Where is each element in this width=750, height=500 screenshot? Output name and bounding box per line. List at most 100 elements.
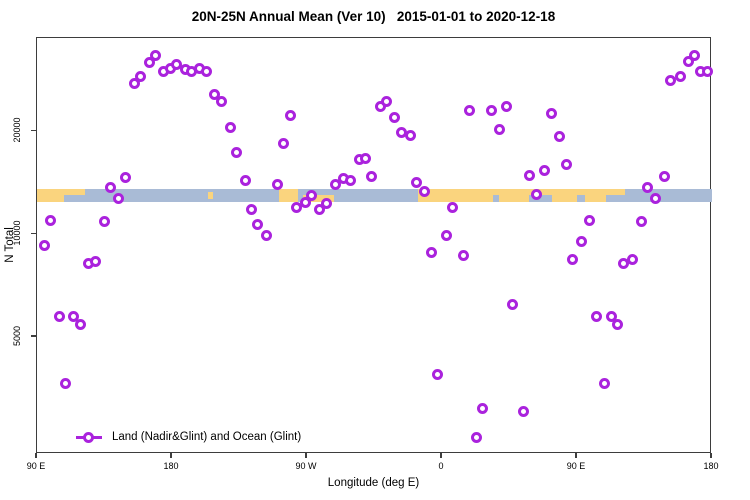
- data-point: [627, 254, 638, 266]
- scatter-points-layer: [37, 38, 713, 452]
- data-point: [75, 319, 86, 331]
- data-point: [642, 181, 653, 193]
- data-point: [583, 214, 595, 226]
- data-point: [291, 201, 302, 213]
- open-circle-icon: [83, 431, 94, 443]
- data-point: [471, 431, 482, 443]
- map-strip-segment-ocean: [577, 195, 585, 202]
- data-point: [567, 254, 578, 266]
- data-point: [702, 65, 713, 77]
- data-point: [501, 101, 512, 113]
- data-point: [99, 216, 110, 227]
- legend-label: Land (Nadir&Glint) and Ocean (Glint): [112, 431, 302, 443]
- data-point: [418, 186, 430, 198]
- data-point: [90, 255, 101, 267]
- map-strip-segment-ocean: [529, 195, 552, 202]
- data-point: [54, 311, 65, 323]
- map-strip-segment-land: [278, 188, 298, 202]
- map-strip-segment-land: [37, 188, 64, 202]
- data-point: [675, 71, 686, 83]
- data-point: [112, 193, 124, 205]
- data-point: [411, 176, 422, 188]
- x-tick-label: 180: [703, 461, 719, 471]
- data-point: [591, 311, 602, 323]
- data-point: [688, 49, 700, 61]
- data-point: [463, 104, 475, 116]
- data-point: [120, 171, 131, 183]
- map-strip-segment-land: [64, 188, 85, 196]
- plot-area: Land (Nadir&Glint) and Ocean (Glint): [36, 37, 713, 453]
- data-point: [682, 56, 694, 68]
- x-tick-mark: [440, 453, 442, 458]
- data-point: [388, 112, 400, 124]
- data-point: [45, 214, 56, 226]
- x-tick-label: 90 W: [295, 461, 317, 471]
- data-point: [405, 130, 416, 142]
- data-point: [330, 178, 341, 190]
- data-point: [447, 201, 458, 213]
- map-strip-segment-land: [208, 192, 213, 199]
- data-point: [426, 247, 437, 259]
- data-point: [306, 189, 317, 201]
- data-point: [658, 170, 670, 182]
- data-point: [546, 107, 557, 119]
- data-point: [150, 50, 161, 62]
- data-point: [261, 230, 272, 242]
- data-point: [598, 378, 610, 390]
- map-strip-segment-ocean: [493, 195, 499, 202]
- y-axis-title: N Total: [4, 227, 16, 263]
- x-tick-label: 180: [163, 461, 179, 471]
- data-point: [432, 368, 443, 380]
- data-point: [576, 236, 587, 248]
- data-point: [144, 56, 155, 68]
- data-point: [561, 159, 572, 171]
- data-point: [486, 104, 497, 116]
- data-point: [231, 147, 242, 159]
- data-point: [381, 95, 392, 107]
- data-point: [441, 229, 452, 241]
- x-tick-label: 0: [438, 461, 444, 471]
- chart-title: 20N-25N Annual Mean (Ver 10) 2015-01-01 …: [191, 9, 556, 24]
- data-point: [649, 193, 661, 205]
- data-point: [531, 189, 542, 201]
- data-point: [67, 311, 79, 323]
- map-strip-segment-ocean: [605, 195, 625, 202]
- data-point: [300, 197, 311, 209]
- data-point: [523, 169, 535, 181]
- x-tick-label: 90 E: [26, 461, 46, 471]
- data-point: [366, 170, 377, 182]
- data-point: [313, 204, 325, 216]
- data-point: [216, 95, 227, 107]
- y-tick-label: 5000: [12, 326, 22, 347]
- x-axis-title: Longitude (deg E): [327, 477, 420, 489]
- data-point: [345, 174, 356, 186]
- y-tick-label: 20000: [12, 117, 22, 143]
- data-point: [225, 121, 236, 133]
- y-tick-mark: [30, 232, 36, 235]
- data-point: [507, 299, 518, 311]
- data-point: [606, 311, 617, 323]
- data-point: [201, 66, 212, 78]
- data-point: [636, 216, 647, 227]
- y-tick-mark: [30, 335, 36, 337]
- data-point: [105, 181, 116, 193]
- data-point: [135, 71, 146, 83]
- data-point: [477, 402, 488, 414]
- data-point: [208, 88, 220, 100]
- map-strip-segment-land: [302, 195, 334, 202]
- data-point: [517, 406, 529, 418]
- data-point: [612, 319, 623, 331]
- x-tick-mark: [575, 453, 577, 458]
- data-point: [277, 138, 289, 150]
- data-point: [321, 198, 332, 210]
- data-point: [39, 240, 50, 252]
- data-point: [664, 75, 676, 87]
- data-point: [493, 124, 505, 136]
- data-point: [252, 218, 263, 230]
- x-tick-mark: [35, 453, 37, 458]
- latitude-band-map-strip: [37, 38, 712, 452]
- data-point: [271, 178, 283, 190]
- data-point: [457, 250, 469, 262]
- map-strip-segment-land: [418, 188, 625, 202]
